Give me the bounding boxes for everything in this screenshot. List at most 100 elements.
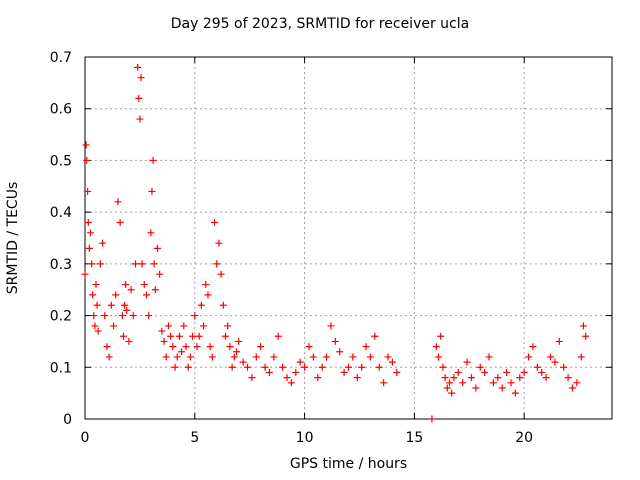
data-point — [568, 384, 576, 392]
data-point — [150, 260, 158, 268]
data-point — [336, 348, 344, 356]
data-point — [213, 260, 221, 268]
data-point — [265, 368, 273, 376]
data-point — [182, 343, 190, 351]
data-point — [122, 281, 130, 289]
data-point — [573, 379, 581, 387]
data-point — [489, 379, 497, 387]
data-point — [134, 63, 142, 71]
data-point — [239, 358, 247, 366]
data-point — [283, 374, 291, 382]
data-point — [579, 322, 587, 330]
data-point — [103, 343, 111, 351]
x-tick-label: 0 — [81, 430, 90, 446]
data-point — [467, 374, 475, 382]
data-point — [118, 312, 126, 320]
data-point — [84, 187, 92, 195]
data-point — [551, 358, 559, 366]
data-point — [119, 332, 127, 340]
data-point — [380, 379, 388, 387]
data-point — [140, 281, 148, 289]
data-point — [92, 281, 100, 289]
data-point — [193, 343, 201, 351]
x-axis-label: GPS time / hours — [289, 456, 408, 472]
data-point — [243, 363, 251, 371]
data-point — [257, 343, 265, 351]
x-tick-label: 15 — [405, 430, 423, 446]
data-point — [116, 218, 124, 226]
data-point — [366, 353, 374, 361]
data-point — [158, 327, 166, 335]
data-point — [173, 353, 181, 361]
data-point — [296, 358, 304, 366]
data-point — [230, 353, 238, 361]
y-tick-label: 0.4 — [50, 205, 72, 221]
data-point — [228, 363, 236, 371]
plot-frame — [84, 56, 613, 420]
data-point — [127, 286, 135, 294]
data-point — [85, 244, 93, 252]
data-point — [331, 337, 339, 345]
data-point — [353, 374, 361, 382]
data-point — [432, 343, 440, 351]
data-point — [204, 291, 212, 299]
chart-title: Day 295 of 2023, SRMTID for receiver ucl… — [170, 16, 470, 32]
x-tick-label: 20 — [515, 430, 533, 446]
data-point — [169, 343, 177, 351]
data-point — [96, 260, 104, 268]
data-point — [138, 260, 146, 268]
data-point — [186, 353, 194, 361]
data-point — [110, 322, 118, 330]
data-point — [443, 384, 451, 392]
data-point — [137, 74, 145, 82]
data-point — [135, 94, 143, 102]
y-axis-label: SRMTID / TECUs — [5, 181, 21, 295]
data-point — [446, 379, 454, 387]
data-point — [428, 415, 436, 423]
data-point — [164, 322, 172, 330]
data-point — [195, 332, 203, 340]
data-point — [167, 332, 175, 340]
data-point — [547, 353, 555, 361]
data-point — [287, 379, 295, 387]
data-point — [560, 363, 568, 371]
data-point — [292, 368, 300, 376]
data-point — [437, 332, 445, 340]
data-point — [476, 363, 484, 371]
data-point — [318, 363, 326, 371]
data-point — [582, 332, 590, 340]
data-point — [448, 389, 456, 397]
data-point — [180, 322, 188, 330]
data-point — [83, 156, 91, 164]
data-point — [86, 229, 94, 237]
data-point — [105, 353, 113, 361]
data-point — [93, 301, 101, 309]
data-point — [459, 379, 467, 387]
y-tick-label: 0.3 — [50, 257, 72, 273]
data-point — [178, 348, 186, 356]
data-point — [248, 374, 256, 382]
data-point — [301, 363, 309, 371]
data-point — [520, 368, 528, 376]
data-point — [533, 363, 541, 371]
data-point — [323, 353, 331, 361]
data-point — [121, 301, 129, 309]
data-point — [160, 337, 168, 345]
data-point — [577, 353, 585, 361]
y-tick-label: 0 — [63, 412, 72, 428]
data-point — [112, 291, 120, 299]
data-point — [153, 244, 161, 252]
data-point — [252, 353, 260, 361]
data-point — [472, 384, 480, 392]
data-point — [206, 343, 214, 351]
data-point — [362, 343, 370, 351]
data-point — [211, 218, 219, 226]
data-point — [101, 312, 109, 320]
data-point — [175, 332, 183, 340]
data-point — [151, 286, 159, 294]
data-point — [90, 312, 98, 320]
data-point — [217, 270, 225, 278]
data-point — [132, 260, 140, 268]
data-point — [542, 374, 550, 382]
data-point — [309, 353, 317, 361]
